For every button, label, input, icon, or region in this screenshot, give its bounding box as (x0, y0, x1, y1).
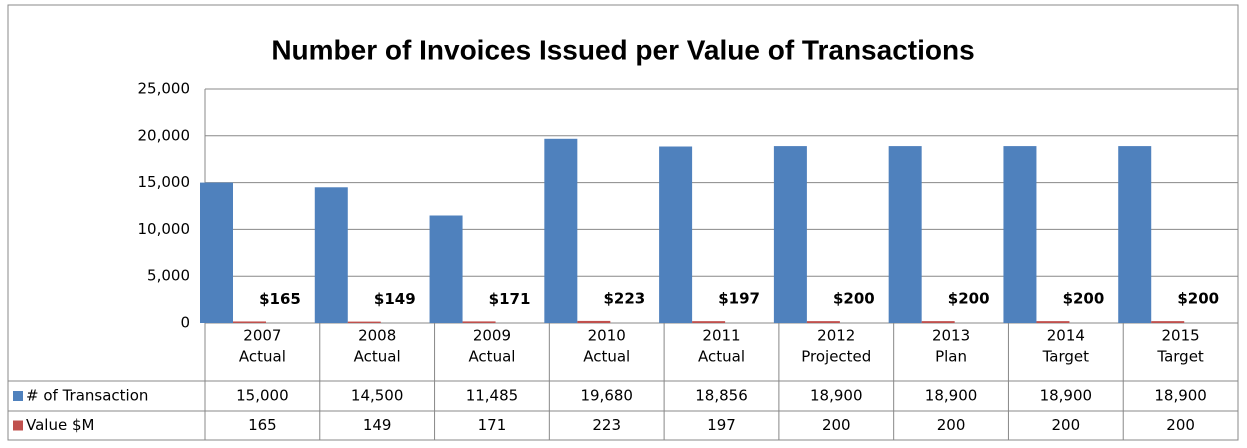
data-label: $171 (489, 290, 531, 308)
bar (577, 320, 611, 323)
bar (692, 321, 726, 323)
y-tick-label: 25,000 (138, 80, 191, 98)
x-tick-label: 2010 (588, 327, 626, 345)
x-tick-label: Plan (935, 348, 967, 366)
legend-label: Value $M (26, 416, 94, 434)
table-cell: 197 (707, 416, 736, 434)
x-tick-label: Target (1042, 348, 1090, 366)
table-cell: 18,900 (810, 387, 863, 405)
table-cell: 171 (478, 416, 507, 434)
y-tick-label: 0 (180, 314, 190, 332)
x-tick-label: 2007 (243, 327, 281, 345)
x-tick-label: Actual (698, 348, 745, 366)
x-tick-label: Actual (239, 348, 286, 366)
table-cell: 11,485 (466, 387, 519, 405)
chart-title: Number of Invoices Issued per Value of T… (271, 34, 974, 65)
table-cell: 18,900 (925, 387, 978, 405)
x-tick-label: Actual (354, 348, 401, 366)
x-tick-label: 2011 (702, 327, 740, 345)
bar (888, 146, 922, 323)
y-tick-label: 10,000 (138, 220, 191, 238)
x-tick-label: 2013 (932, 327, 970, 345)
x-tick-label: Projected (801, 348, 871, 366)
data-label: $200 (948, 290, 990, 308)
bar (806, 321, 840, 323)
x-tick-label: 2012 (817, 327, 855, 345)
table-cell: 200 (822, 416, 851, 434)
y-tick-label: 5,000 (147, 267, 190, 285)
table-cell: 18,900 (1154, 387, 1207, 405)
x-tick-label: 2009 (473, 327, 511, 345)
legend-swatch (13, 420, 23, 431)
bar (1151, 321, 1185, 323)
x-tick-label: 2014 (1047, 327, 1085, 345)
data-label: $165 (259, 290, 301, 308)
legend-swatch (13, 391, 23, 401)
x-tick-label: Actual (583, 348, 630, 366)
data-label: $200 (1063, 290, 1105, 308)
x-tick-label: 2015 (1162, 327, 1200, 345)
bar (1118, 146, 1152, 323)
y-tick-label: 20,000 (138, 126, 191, 144)
data-label: $223 (603, 289, 645, 307)
bar (314, 187, 348, 323)
table-cell: 149 (363, 416, 392, 434)
table-cell: 14,500 (351, 387, 404, 405)
bar (1003, 146, 1037, 323)
x-tick-label: Actual (468, 348, 515, 366)
table-cell: 200 (1052, 416, 1081, 434)
table-cell: 18,900 (1040, 387, 1093, 405)
bar (462, 321, 496, 323)
table-cell: 19,680 (580, 387, 633, 405)
x-tick-label: Target (1156, 348, 1204, 366)
chart-frame (7, 4, 1239, 441)
table-cell: 165 (248, 416, 277, 434)
x-tick-label: 2008 (358, 327, 396, 345)
bar (1036, 321, 1070, 323)
bar (659, 146, 693, 323)
data-label: $200 (833, 290, 875, 308)
table-cell: 223 (592, 416, 621, 434)
y-tick-label: 15,000 (138, 173, 191, 191)
table-cell: 200 (937, 416, 966, 434)
legend-label: # of Transaction (26, 387, 148, 405)
bar (347, 321, 381, 323)
bar (921, 321, 955, 323)
bar (544, 138, 578, 323)
bar (200, 182, 233, 323)
bar (429, 215, 463, 323)
bar (233, 321, 266, 323)
data-label: $200 (1177, 290, 1219, 308)
table-cell: 200 (1166, 416, 1195, 434)
table-cell: 18,856 (695, 387, 748, 405)
bar (773, 146, 807, 323)
data-label: $149 (374, 290, 416, 308)
data-label: $197 (718, 290, 760, 308)
table-cell: 15,000 (236, 387, 289, 405)
